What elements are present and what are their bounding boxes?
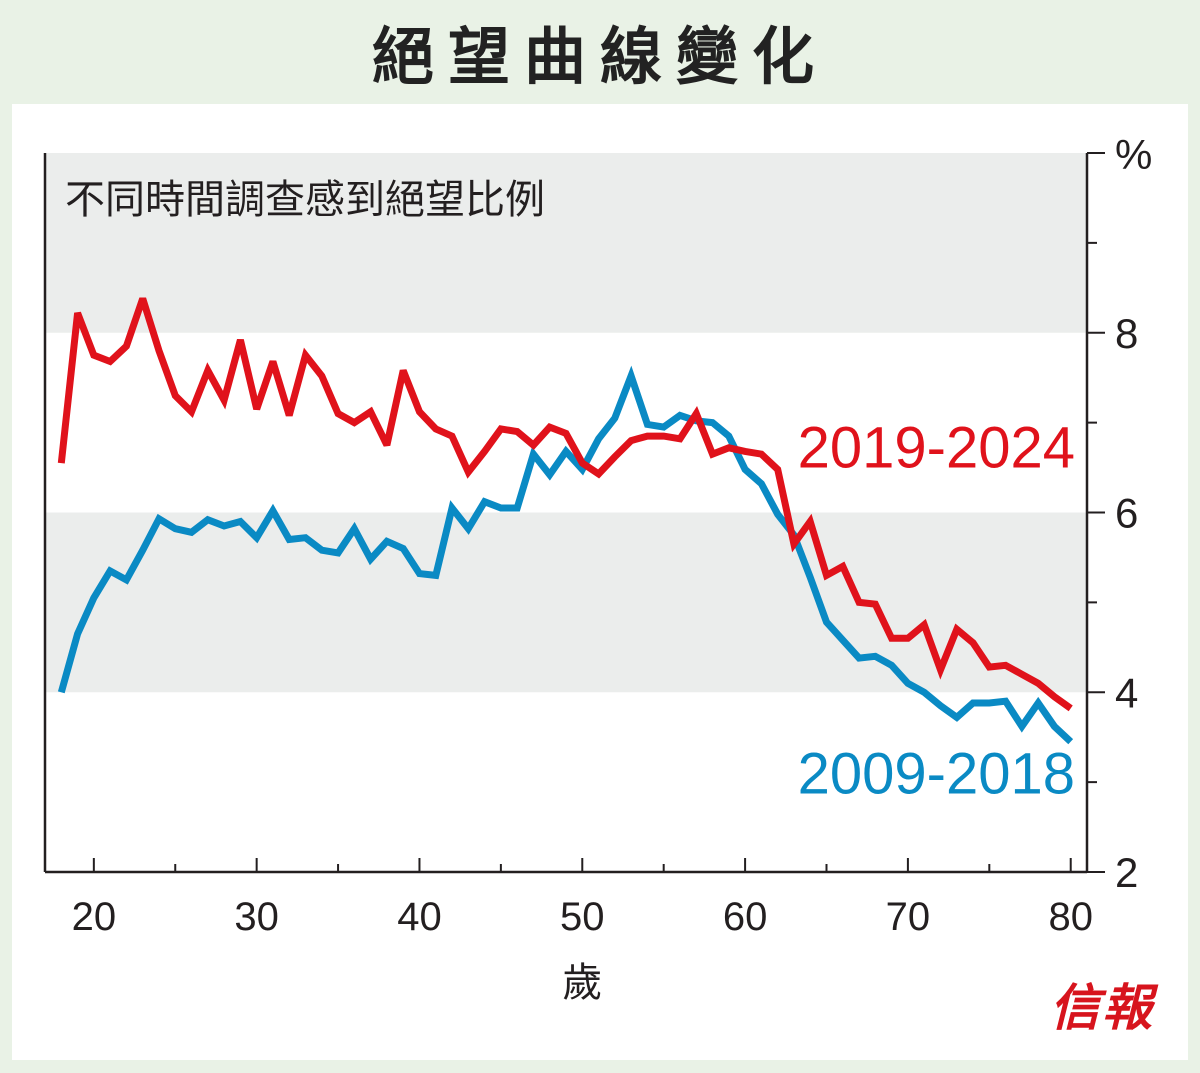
x-tick-label: 30 (234, 895, 279, 939)
series-label-2009-2018: 2009-2018 (798, 742, 1075, 807)
series-label-2019-2024: 2019-2024 (798, 415, 1075, 480)
series-line-2009-2018 (57, 365, 1074, 745)
x-tick-label: 60 (723, 895, 768, 939)
brand-logo: 信報 (1050, 978, 1154, 1037)
grid-band (45, 512, 1087, 693)
y-axis-unit-label: % (1115, 131, 1152, 178)
chart-title: 絕望曲線變化 (371, 20, 828, 93)
y-tick-label: 2 (1115, 849, 1138, 896)
x-tick-label: 70 (886, 895, 931, 939)
x-tick-label: 20 (72, 895, 117, 939)
grid-band (45, 153, 1087, 333)
y-tick-label: 4 (1115, 669, 1138, 716)
x-tick-label: 40 (397, 895, 442, 939)
x-axis-label: 歲 (562, 960, 602, 1006)
series-line-2019-2024 (57, 297, 1073, 712)
x-tick-label: 50 (560, 895, 605, 939)
chart-panel: 20 30 40 50 60 70 80 2 4 6 8% 不同時間調查感到絕望比例歲 2019-202… (12, 104, 1188, 1060)
y-tick-label: 8 (1115, 310, 1138, 357)
chart-subtitle: 不同時間調查感到絕望比例 (65, 177, 545, 223)
x-tick-label: 80 (1048, 895, 1093, 939)
y-tick-label: 6 (1115, 490, 1138, 537)
